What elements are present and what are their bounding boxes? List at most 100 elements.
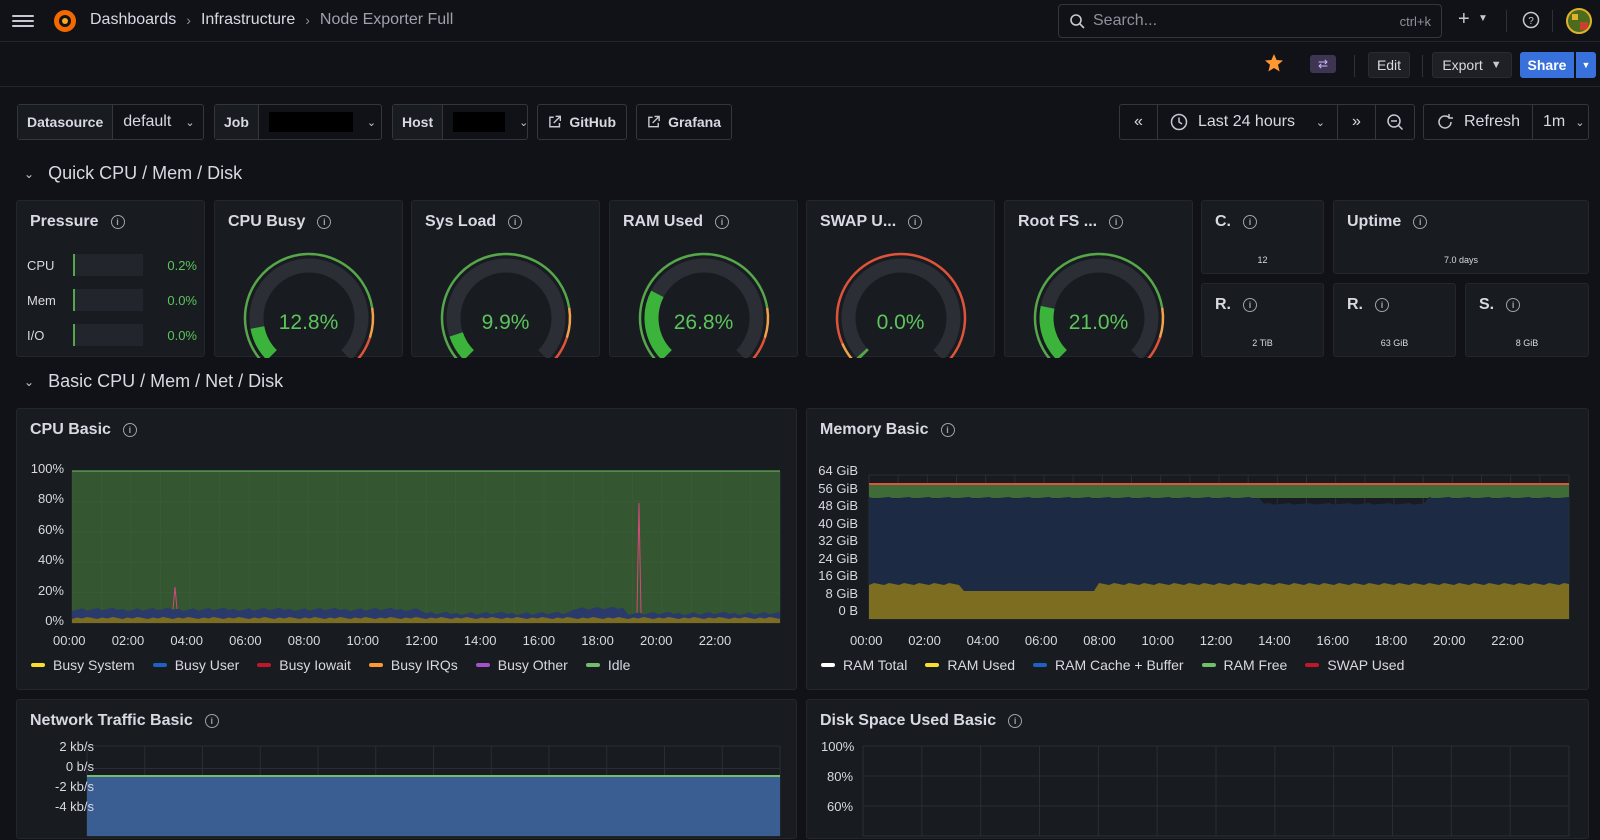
legend-label: RAM Cache + Buffer	[1055, 657, 1184, 673]
legend-swatch	[152, 663, 167, 667]
refresh-button[interactable]: Refresh	[1424, 105, 1534, 139]
chevron-down-icon[interactable]: ▼	[1478, 13, 1488, 24]
disk-space-chart[interactable]	[807, 700, 1590, 840]
legend-label: Busy Iowait	[279, 657, 351, 673]
info-icon[interactable]: i	[508, 215, 523, 229]
uptime-stat-panel: Uptime i 7.0 days	[1333, 200, 1589, 274]
time-shift-back-icon[interactable]: «	[1120, 105, 1158, 139]
zoom-out-icon[interactable]	[1376, 105, 1414, 139]
network-traffic-chart[interactable]	[17, 700, 798, 840]
gauge-threshold-arc	[243, 252, 374, 358]
panel-title-text: Pressure	[30, 213, 99, 230]
info-icon[interactable]: i	[204, 714, 219, 728]
add-icon[interactable]: +	[1458, 8, 1470, 30]
info-icon[interactable]: i	[1243, 298, 1257, 312]
export-button[interactable]: Export ▼	[1432, 52, 1512, 78]
info-icon[interactable]: i	[317, 215, 332, 229]
panel-title: Pressure i	[30, 213, 125, 231]
info-icon[interactable]: i	[110, 215, 125, 229]
y-tick-label: 60%	[37, 521, 64, 537]
search-input[interactable]: Search... ctrl+k	[1058, 4, 1442, 38]
legend-item[interactable]: Idle	[585, 657, 630, 673]
row-title: Basic CPU / Mem / Net / Disk	[48, 371, 284, 391]
gauge	[638, 252, 770, 358]
divider	[1506, 10, 1507, 32]
panel-title-text: SWAP U...	[820, 213, 897, 230]
legend-item[interactable]: Busy System	[31, 657, 135, 673]
legend-swatch	[31, 663, 45, 667]
busy-system-area	[72, 617, 780, 623]
cpu-basic-chart[interactable]	[17, 409, 798, 691]
x-tick-label: 12:00	[1199, 633, 1233, 648]
datasource-variable[interactable]: Datasource default ⌄	[17, 104, 204, 140]
legend-item[interactable]: Busy Other	[475, 657, 568, 673]
gauge-value-arc	[856, 348, 869, 358]
row-header-basic[interactable]: ⌄ Basic CPU / Mem / Net / Disk	[24, 371, 283, 392]
github-label: GitHub	[569, 114, 616, 130]
search-shortcut: ctrl+k	[1399, 13, 1431, 29]
help-icon[interactable]: ?	[1522, 11, 1540, 34]
y-tick-label: 0%	[45, 613, 64, 628]
info-icon[interactable]: i	[1109, 215, 1124, 229]
breadcrumb-dashboards[interactable]: Dashboards	[90, 11, 177, 28]
gauge-threshold-arc	[752, 337, 767, 358]
share-options-chevron-icon[interactable]: ▼	[1576, 52, 1596, 78]
star-icon[interactable]	[1264, 53, 1284, 73]
gauge	[835, 252, 967, 358]
legend-swatch	[475, 663, 490, 667]
pressure-row-label: CPU	[27, 257, 55, 273]
github-link[interactable]: GitHub	[537, 104, 627, 140]
memory-basic-chart[interactable]	[807, 409, 1590, 691]
menu-icon[interactable]	[12, 12, 34, 30]
share-button[interactable]: Share	[1520, 52, 1574, 78]
time-shift-forward-icon[interactable]: »	[1338, 105, 1376, 139]
info-icon[interactable]: i	[122, 423, 137, 437]
idle-area	[72, 471, 780, 623]
datasource-value: default	[123, 113, 172, 130]
y-tick-label: 48 GiB	[818, 498, 858, 513]
time-range-button[interactable]: Last 24 hours ⌄	[1158, 105, 1338, 139]
y-tick-label: 60%	[827, 799, 854, 814]
x-tick-label: 22:00	[1491, 633, 1524, 648]
x-tick-label: 08:00	[1083, 633, 1116, 648]
info-icon[interactable]: i	[1413, 215, 1428, 229]
info-icon[interactable]: i	[940, 423, 955, 437]
network-traffic-panel: Network Traffic Basic i 2 kb/s 0 b/s -2 k…	[16, 699, 797, 839]
avatar[interactable]	[1566, 8, 1592, 34]
info-icon[interactable]: i	[1506, 298, 1521, 312]
grafana-link[interactable]: Grafana	[636, 104, 732, 140]
legend-item[interactable]: Busy IRQs	[368, 657, 458, 673]
info-icon[interactable]: i	[1375, 298, 1389, 312]
legend-item[interactable]: Busy Iowait	[257, 657, 351, 673]
external-link-icon	[648, 115, 660, 128]
cpu-basic-panel: CPU Basic i 100% 80% 60% 40% 20% 0% 00:00 02:00…	[16, 408, 797, 690]
refresh-picker: Refresh 1m ⌄	[1423, 104, 1589, 140]
grafana-logo-icon[interactable]	[52, 8, 78, 34]
job-variable[interactable]: Job ⌄	[214, 104, 382, 140]
info-icon[interactable]: i	[1243, 215, 1257, 229]
legend-item[interactable]: Busy User	[152, 657, 239, 673]
legend-item[interactable]: RAM Free	[1201, 657, 1287, 673]
panel-title: R. i	[1215, 296, 1257, 314]
transmit-area	[87, 776, 780, 836]
panel-title: Root FS ... i	[1018, 213, 1124, 231]
legend-item[interactable]: SWAP Used	[1305, 657, 1404, 673]
legend-item[interactable]: RAM Total	[821, 657, 907, 673]
gauge-value-arc	[449, 331, 475, 358]
info-icon[interactable]: i	[1008, 714, 1023, 728]
legend-label: Busy IRQs	[390, 657, 458, 673]
panel-title-text: Sys Load	[425, 213, 497, 230]
legend-item[interactable]: RAM Cache + Buffer	[1033, 657, 1184, 673]
edit-button[interactable]: Edit	[1368, 52, 1410, 78]
memory-basic-panel: Memory Basic i 64 GiB 56 GiB 48 GiB 40 GiB 32…	[806, 408, 1589, 690]
legend-item[interactable]: RAM Used	[925, 657, 1015, 673]
public-dashboard-icon[interactable]: ⇄	[1310, 55, 1336, 73]
info-icon[interactable]: i	[715, 215, 730, 229]
gauge-value-arc	[644, 290, 673, 358]
row-header-quick[interactable]: ⌄ Quick CPU / Mem / Disk	[24, 163, 242, 184]
refresh-interval-select[interactable]: 1m ⌄	[1533, 105, 1594, 139]
breadcrumb-infrastructure[interactable]: Infrastructure	[200, 11, 296, 28]
info-icon[interactable]: i	[908, 215, 923, 229]
x-tick-label: 06:00	[1024, 633, 1058, 648]
host-variable[interactable]: Host ⌄	[392, 104, 528, 140]
